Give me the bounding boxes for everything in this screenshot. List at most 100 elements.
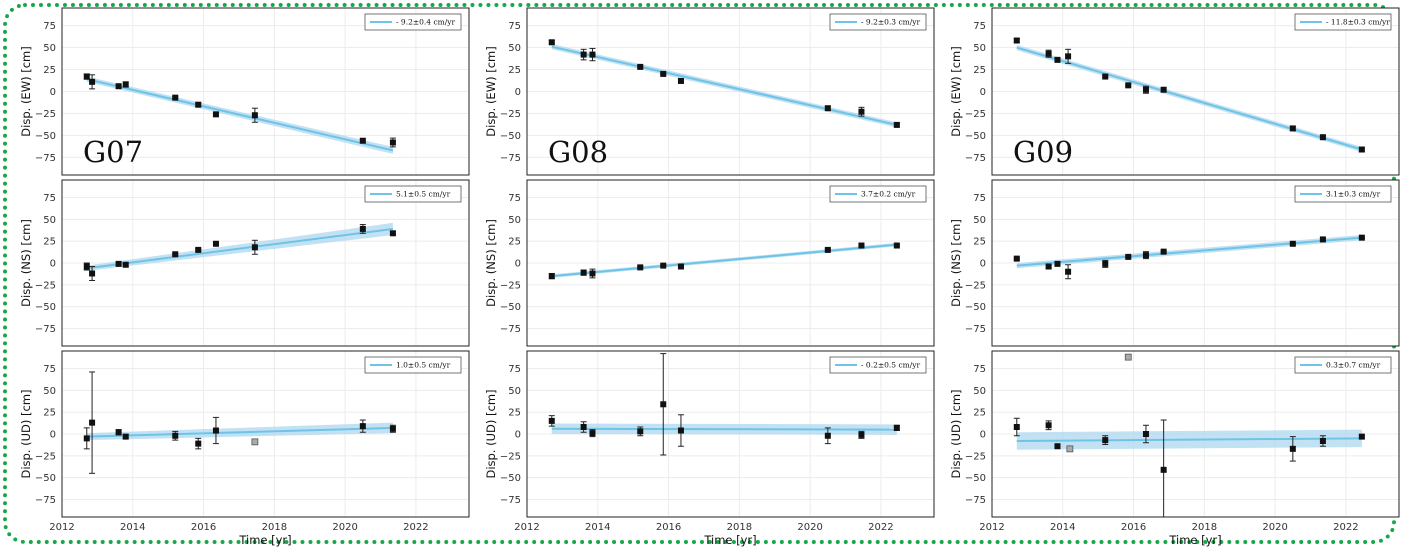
legend-box: [829, 356, 927, 374]
y-tick-label: −25: [35, 451, 56, 462]
y-tick-label: 50: [508, 386, 521, 397]
x-tick-label: 2016: [656, 522, 681, 533]
panel-g08-ud: 75 50 25 0 −25 −50 −75 2012 2014 2016 2018 2020 2022…: [484, 350, 935, 547]
data-point: [589, 270, 596, 277]
data-point: [89, 419, 96, 426]
data-point: [115, 83, 122, 90]
data-point: [637, 63, 644, 70]
fit-line: [1016, 437, 1362, 442]
panel-g08-ns: 75 50 25 0 −25 −50 −75 Disp. (NS) [cm] 3.7±0.2 c…: [484, 179, 935, 347]
y-axis-label: Disp. (EW) [cm]: [19, 46, 33, 136]
y-axis-label: Disp. (NS) [cm]: [949, 219, 963, 307]
data-point: [677, 77, 684, 84]
data-point: [893, 242, 900, 249]
data-point: [172, 94, 179, 101]
y-tick-label: −75: [35, 153, 56, 164]
y-axis-label: Disp. (UD) [cm]: [484, 389, 498, 478]
data-point: [893, 424, 900, 431]
data-point: [580, 51, 587, 58]
data-point: [1358, 234, 1365, 241]
data-point: [637, 264, 644, 271]
data-point: [89, 270, 96, 277]
y-tick-label: 75: [973, 364, 986, 375]
x-axis-label: Time [yr]: [1168, 533, 1221, 547]
y-tick-label: −50: [35, 131, 56, 142]
data-point: [122, 261, 129, 268]
legend-label: 0.3±0.7 cm/yr: [1326, 361, 1381, 370]
y-tick-label: 0: [50, 430, 56, 441]
y-tick-label: −25: [500, 109, 521, 120]
x-tick-label: 2018: [262, 522, 287, 533]
x-tick-label: 2012: [49, 522, 74, 533]
legend-box: [1294, 356, 1392, 374]
data-point: [1142, 252, 1149, 259]
data-point: [1125, 253, 1132, 260]
station-label: G09: [1013, 135, 1073, 169]
x-tick-label: 2020: [332, 522, 357, 533]
y-tick-label: −50: [35, 473, 56, 484]
legend-box: [364, 13, 462, 31]
legend-label: 5.1±0.5 cm/yr: [396, 190, 451, 199]
y-tick-label: 50: [43, 386, 56, 397]
data-point: [660, 70, 667, 77]
x-tick-label: 2020: [797, 522, 822, 533]
y-tick-label: −50: [965, 131, 986, 142]
x-tick-label: 2016: [1121, 522, 1146, 533]
fit-line: [1016, 236, 1362, 267]
data-point: [548, 39, 555, 46]
y-tick-label: 0: [980, 87, 986, 98]
y-tick-label: −75: [965, 495, 986, 506]
data-point: [1142, 86, 1149, 93]
x-tick-label: 2022: [403, 522, 428, 533]
legend-label: 3.1±0.3 cm/yr: [1326, 190, 1381, 199]
plot-frame: [991, 179, 1400, 347]
y-tick-label: −50: [500, 131, 521, 142]
legend-label: - 0.2±0.5 cm/yr: [861, 361, 921, 370]
y-tick-label: −25: [965, 451, 986, 462]
panel-g09-ud: 75 50 25 0 −25 −50 −75 2012 2014 2016 2018 2020 2022…: [949, 350, 1400, 547]
y-tick-label: −50: [965, 473, 986, 484]
y-axis-label: Disp. (EW) [cm]: [484, 46, 498, 136]
data-point: [172, 251, 179, 258]
plot-frame: [526, 179, 935, 347]
data-point: [1289, 240, 1296, 247]
y-tick-label: 75: [43, 193, 56, 204]
y-tick-label: −75: [965, 324, 986, 335]
data-point: [824, 432, 831, 439]
data-point: [389, 425, 396, 432]
data-point: [1319, 437, 1326, 444]
y-tick-label: 75: [973, 21, 986, 32]
data-point: [1125, 82, 1132, 89]
legend-box: [829, 13, 927, 31]
panel-g08-ew: 75 50 25 0 −25 −50 −75 Disp. (EW) [cm] - 9.2±0.3…: [484, 7, 935, 176]
legend-label: - 11.8±0.3 cm/yr: [1326, 18, 1390, 27]
y-tick-label: −50: [965, 302, 986, 313]
data-point: [1160, 248, 1167, 255]
data-point: [589, 51, 596, 58]
data-point: [83, 73, 90, 80]
legend: 3.7±0.2 cm/yr: [829, 185, 927, 203]
legend-box: [364, 185, 462, 203]
data-point: [1102, 260, 1109, 267]
fit-line: [86, 426, 393, 438]
plot-frame: [61, 7, 470, 176]
data-point: [858, 108, 865, 115]
fit-line: [551, 427, 897, 431]
y-tick-label: −25: [35, 109, 56, 120]
y-tick-label: −25: [35, 280, 56, 291]
data-point: [1319, 236, 1326, 243]
plot-frame: [61, 350, 470, 518]
y-tick-label: 75: [508, 21, 521, 32]
outlier-point: [1124, 353, 1132, 361]
x-tick-label: 2016: [191, 522, 216, 533]
data-point: [1065, 53, 1072, 60]
data-point: [195, 246, 202, 253]
legend: - 9.2±0.4 cm/yr: [364, 13, 462, 31]
data-point: [589, 430, 596, 437]
y-tick-label: 25: [973, 408, 986, 419]
data-point: [637, 428, 644, 435]
plot-frame: [991, 7, 1400, 176]
y-tick-label: −50: [500, 473, 521, 484]
y-tick-label: 25: [43, 237, 56, 248]
legend-box: [364, 356, 462, 374]
